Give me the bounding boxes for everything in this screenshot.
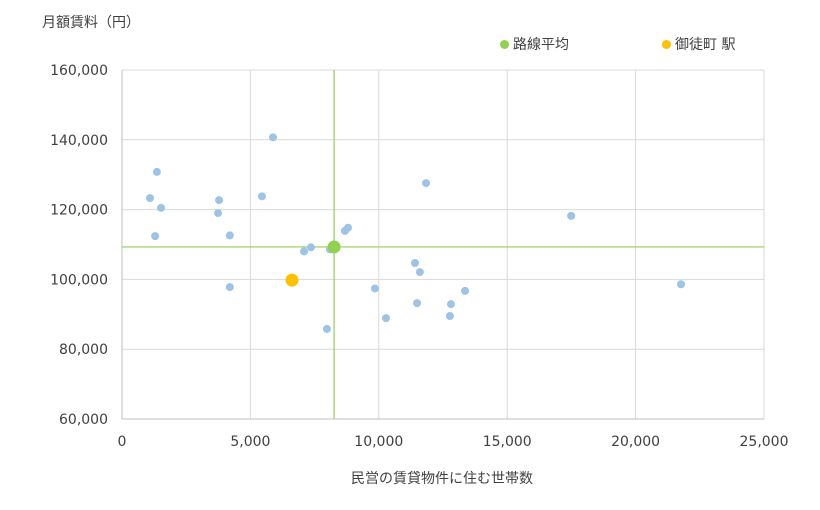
station-point	[300, 247, 309, 256]
station-point	[322, 324, 331, 333]
x-tick-label: 25,000	[740, 434, 789, 450]
reference-lines	[122, 70, 764, 419]
axes	[121, 70, 764, 420]
station-point	[422, 179, 431, 188]
station-point	[413, 299, 422, 308]
station-point	[461, 286, 470, 295]
station-point	[567, 211, 576, 220]
station-point	[257, 192, 266, 201]
y-tick-label: 80,000	[59, 342, 108, 358]
x-tick-label: 10,000	[354, 434, 403, 450]
y-tick-label: 60,000	[59, 412, 108, 428]
station-point	[157, 203, 166, 212]
y-axis-title: 月額賃料（円）	[42, 15, 140, 31]
data-points	[145, 133, 686, 333]
station-point	[307, 243, 316, 252]
tick-labels: 0 5,000 10,000 15,000 20,000 25,000 60,000 80,0…	[50, 63, 788, 450]
station-point	[370, 284, 379, 293]
y-tick-label: 160,000	[50, 63, 108, 79]
station-point	[151, 232, 160, 241]
route-average-point	[327, 240, 341, 254]
legend-item-station: 御徒町 駅	[662, 34, 735, 54]
station-point	[214, 209, 223, 218]
legend-item-route-average: 路線平均	[500, 34, 569, 54]
legend-marker-green	[500, 39, 509, 49]
station-point	[152, 167, 161, 176]
okachimachi-station-point	[285, 273, 299, 287]
gridlines	[122, 69, 765, 419]
station-point	[446, 300, 455, 309]
legend-label-route-average: 路線平均	[513, 37, 569, 53]
x-tick-label: 0	[118, 434, 127, 450]
station-point	[225, 231, 234, 240]
legend-label-station: 御徒町 駅	[675, 37, 736, 53]
y-tick-label: 120,000	[50, 203, 108, 219]
x-tick-label: 20,000	[611, 434, 660, 450]
station-point	[145, 194, 154, 203]
x-tick-label: 5,000	[230, 434, 270, 450]
x-axis-title: 民営の賃貸物件に住む世帯数	[351, 471, 533, 487]
y-tick-label: 140,000	[50, 133, 108, 149]
station-point	[415, 268, 424, 277]
station-point	[677, 280, 686, 289]
x-tick-label: 15,000	[483, 434, 532, 450]
station-point	[268, 133, 277, 142]
station-point	[215, 196, 224, 205]
station-point	[225, 283, 234, 292]
station-point	[445, 312, 454, 321]
y-tick-label: 100,000	[50, 272, 108, 288]
station-point	[411, 258, 420, 267]
station-point	[343, 223, 352, 232]
station-point	[381, 314, 390, 323]
legend-marker-orange	[662, 39, 671, 49]
